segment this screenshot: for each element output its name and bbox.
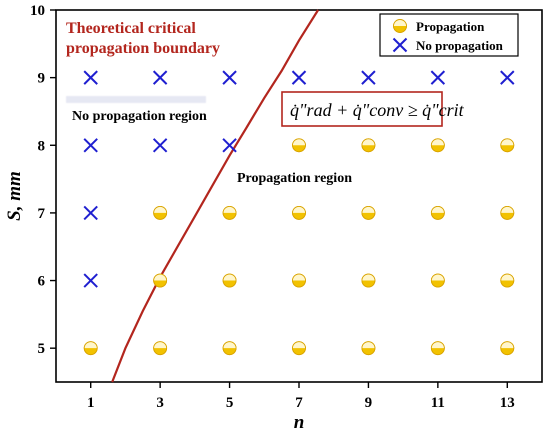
point-no-propagation [152, 138, 168, 153]
point-propagation [430, 138, 445, 153]
no-propagation-region-label: No propagation region [72, 109, 207, 124]
boundary-title-line1: Theoretical critical [66, 20, 196, 37]
point-propagation [292, 138, 306, 153]
point-no-propagation [291, 70, 307, 85]
y-tick-label: 7 [38, 206, 46, 222]
x-tick-label: 9 [365, 395, 373, 411]
point-no-propagation [430, 70, 446, 85]
propagation-region-label: Propagation region [237, 171, 352, 186]
point-propagation [153, 273, 168, 288]
x-tick-label: 7 [295, 395, 303, 411]
boundary-title-line2: propagation boundary [66, 40, 220, 57]
point-propagation [430, 205, 445, 220]
point-no-propagation [222, 70, 237, 85]
point-no-propagation [83, 205, 98, 221]
y-tick-label: 6 [38, 274, 46, 290]
legend: Propagation No propagation [379, 13, 519, 57]
legend-label-no-propagation: No propagation [416, 38, 504, 53]
point-propagation [430, 273, 445, 288]
point-propagation [222, 341, 237, 356]
legend-cross [392, 37, 408, 53]
x-tick-label: 13 [500, 395, 515, 411]
point-propagation [361, 205, 376, 220]
point-propagation [292, 205, 306, 220]
point-propagation [83, 341, 98, 356]
point-no-propagation [83, 273, 98, 288]
y-tick-label: 8 [38, 138, 46, 154]
legend-label-propagation: Propagation [416, 19, 485, 34]
boundary-title-shadow [66, 96, 206, 103]
point-propagation [500, 341, 515, 356]
point-propagation [153, 341, 168, 356]
point-no-propagation [152, 70, 168, 85]
point-no-propagation [361, 70, 376, 85]
y-tick-label: 9 [38, 71, 46, 87]
point-propagation [153, 205, 168, 220]
legend-marker-no-propagation [392, 37, 408, 53]
boundary-curve [111, 9, 320, 383]
point-propagation [292, 273, 306, 288]
x-tick-label: 1 [87, 395, 95, 411]
point-propagation [222, 273, 237, 288]
y-tick-label: 5 [38, 341, 46, 357]
point-no-propagation [222, 138, 237, 153]
legend-half-circle [393, 19, 407, 33]
x-tick-label: 3 [156, 395, 164, 411]
point-propagation [292, 341, 306, 356]
y-axis-label: S, mm [4, 171, 25, 221]
x-axis-label: n [294, 412, 305, 433]
plot-area [55, 9, 543, 383]
equation-box: q̇"rad + q̇"conv ≥ q̇"crit [281, 91, 465, 127]
point-propagation [361, 138, 376, 153]
point-no-propagation [83, 138, 98, 153]
equation-text: q̇"rad + q̇"conv ≥ q̇"crit [290, 100, 465, 120]
point-propagation [500, 138, 515, 153]
point-propagation [430, 341, 445, 356]
legend-marker-propagation [393, 19, 407, 33]
point-propagation [222, 205, 237, 220]
point-propagation [361, 341, 376, 356]
x-axis-ticks: 1 3 5 7 9 11 13 [87, 382, 515, 411]
x-tick-label: 11 [431, 395, 445, 411]
point-no-propagation [500, 70, 515, 85]
point-propagation [500, 205, 515, 220]
x-tick-label: 5 [226, 395, 234, 411]
point-propagation [361, 273, 376, 288]
y-axis-ticks: 5 6 7 8 9 10 [30, 3, 56, 357]
y-tick-label: 10 [30, 3, 45, 19]
data-markers [83, 70, 515, 356]
point-propagation [500, 273, 515, 288]
point-no-propagation [83, 70, 98, 85]
